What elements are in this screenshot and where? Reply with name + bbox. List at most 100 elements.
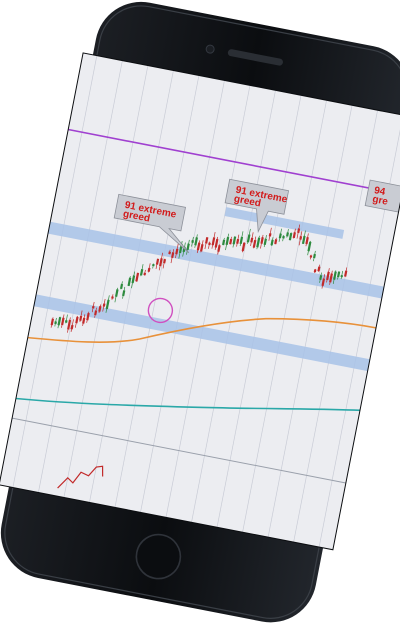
- candle-body: [229, 238, 233, 245]
- callout-3-line2: gre: [371, 194, 389, 208]
- candle-body: [236, 238, 240, 244]
- candle-body: [139, 268, 144, 276]
- chart-gridlines: [12, 55, 400, 548]
- candle-body: [194, 237, 198, 246]
- orange-moving-average: [27, 317, 377, 343]
- candle-body: [111, 296, 114, 299]
- candle-body: [196, 242, 201, 251]
- candle-body: [122, 290, 126, 297]
- candle-body: [61, 317, 65, 326]
- front-camera: [205, 44, 215, 54]
- candle-body: [333, 271, 337, 280]
- candle-body: [337, 271, 341, 278]
- candle-body: [135, 272, 140, 282]
- candle-body: [297, 228, 301, 234]
- gridline: [12, 55, 98, 488]
- callout-3-line1: 94: [373, 185, 386, 198]
- candle-body: [79, 315, 83, 321]
- candle-body: [155, 258, 160, 265]
- candle-body: [57, 316, 62, 326]
- level-band: [47, 221, 385, 299]
- candle-body: [205, 237, 209, 244]
- candle-body: [301, 235, 306, 245]
- purple-level-line: [68, 128, 400, 196]
- candle-body: [239, 236, 244, 245]
- support-resistance-bands: [33, 207, 385, 372]
- callout-2-line2: greed: [233, 194, 262, 210]
- candle-body: [288, 232, 293, 241]
- indicator-line: [57, 465, 104, 489]
- candle-body: [105, 299, 110, 310]
- candle-body: [282, 235, 285, 239]
- gridline: [140, 80, 225, 513]
- candle-body: [307, 241, 312, 252]
- candle-body: [191, 239, 194, 243]
- candle-body: [252, 239, 257, 248]
- candle-body: [115, 289, 119, 297]
- candle-body: [186, 243, 190, 251]
- candle-body: [175, 248, 179, 255]
- candle-body: [200, 244, 204, 252]
- candle-body: [232, 236, 237, 245]
- candle-body: [329, 273, 333, 283]
- speaker-slot: [227, 49, 283, 66]
- candle-body: [98, 305, 102, 312]
- candle-body: [340, 274, 344, 278]
- candle-body: [211, 237, 216, 246]
- candle-body: [131, 275, 136, 284]
- candle-body: [70, 324, 74, 330]
- candle-body: [292, 232, 296, 239]
- level-band: [224, 207, 345, 239]
- candle-body: [91, 305, 95, 309]
- candle-body: [82, 317, 86, 324]
- candle-body: [222, 239, 226, 246]
- candle-body: [274, 239, 278, 245]
- candle-body: [225, 236, 230, 246]
- gridline: [267, 105, 353, 538]
- candle-body: [313, 269, 317, 273]
- candle-body: [286, 232, 289, 237]
- gridline: [165, 85, 251, 518]
- teal-moving-average: [15, 397, 361, 412]
- gridline: [293, 110, 378, 543]
- candle-body: [214, 238, 219, 248]
- candle-body: [321, 278, 326, 287]
- gridline: [191, 90, 276, 523]
- candle-body: [120, 283, 124, 289]
- home-button[interactable]: [133, 531, 185, 583]
- indicator-panel-divider: [12, 417, 346, 484]
- candle-body: [326, 271, 330, 281]
- candle-body: [344, 270, 348, 277]
- screen: 91 extreme greed 91 extreme greed 94 gre: [0, 52, 400, 551]
- candle-body: [246, 234, 251, 243]
- candlesticks: [50, 224, 348, 333]
- callout-2: 91 extreme greed: [224, 178, 290, 234]
- candle-body: [241, 242, 246, 252]
- candle-body: [152, 263, 155, 267]
- candle-body: [256, 237, 261, 248]
- candle-body: [50, 318, 55, 326]
- candle-body: [309, 255, 313, 258]
- candle-body: [299, 236, 303, 240]
- candle-body: [217, 245, 221, 252]
- candle-body: [305, 236, 309, 245]
- candle-body: [278, 233, 282, 239]
- candle-body: [208, 242, 211, 246]
- candle-body: [143, 272, 147, 276]
- candle-body: [86, 312, 90, 321]
- candle-body: [127, 277, 132, 287]
- candle-body: [263, 238, 267, 246]
- candle-body: [260, 237, 264, 244]
- gridline: [216, 95, 302, 528]
- callout-1: 91 extreme greed: [113, 193, 190, 254]
- candle-body: [317, 266, 321, 272]
- callout-3: 94 gre: [364, 179, 400, 213]
- candle-body: [171, 252, 175, 259]
- candle-body: [102, 303, 106, 307]
- candle-body: [268, 233, 272, 237]
- candle-body: [159, 258, 163, 267]
- candle-body: [313, 253, 316, 259]
- candle-body: [168, 251, 171, 255]
